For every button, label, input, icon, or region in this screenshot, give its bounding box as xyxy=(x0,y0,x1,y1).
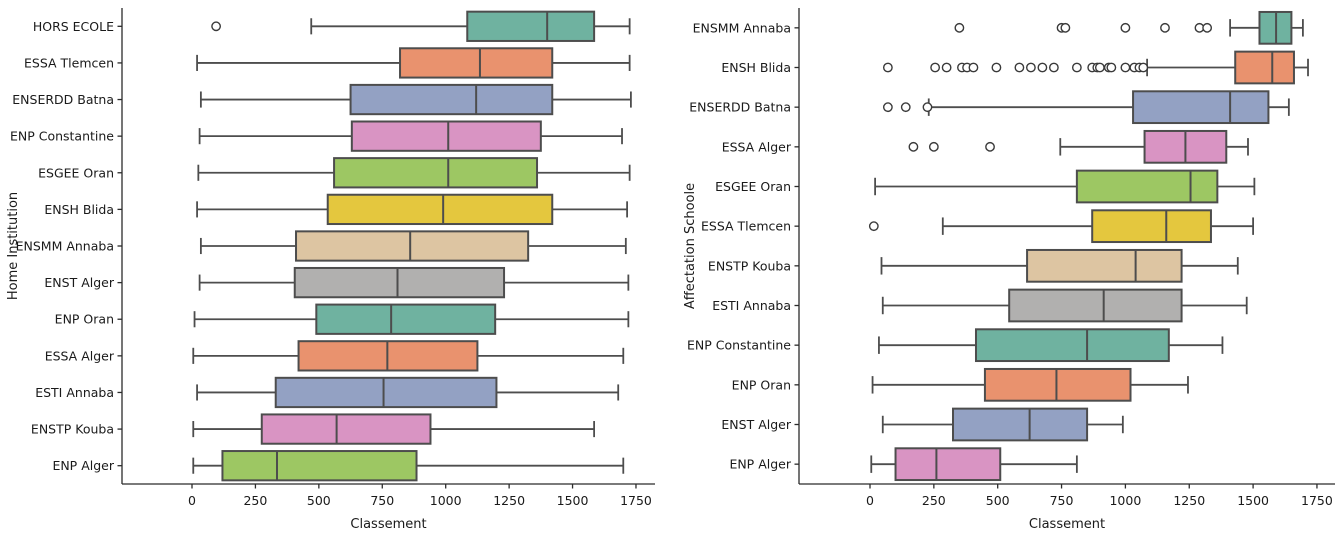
y-tick-label: ESSA Tlemcen xyxy=(24,55,114,70)
y-tick-label: ENP Oran xyxy=(732,377,791,392)
x-tick-label: 500 xyxy=(307,493,331,508)
iqr-box xyxy=(1091,209,1212,244)
y-tick-label: ESTI Annaba xyxy=(35,385,114,400)
outlier-point xyxy=(1037,62,1048,73)
iqr-box xyxy=(350,120,542,152)
y-axis-label: Affectation Schoole xyxy=(683,183,698,309)
iqr-box xyxy=(1008,288,1183,323)
x-tick-label: 250 xyxy=(243,493,267,508)
outlier-point xyxy=(1138,62,1149,73)
x-tick-label: 0 xyxy=(866,493,874,508)
iqr-box xyxy=(260,413,432,445)
y-tick-label: ENSH Blida xyxy=(721,60,791,75)
affectation-schoole-boxplot: 0 250 500 750 1000 1250 1500 1750 Classement Affe… xyxy=(683,8,1335,532)
outlier-point xyxy=(922,102,933,113)
outlier-point xyxy=(882,62,893,73)
affectation-schoole-boxplot-panel: 0 250 500 750 1000 1250 1500 1750 Classement Affe… xyxy=(672,0,1343,539)
outlier-point xyxy=(1120,62,1131,73)
outlier-point xyxy=(1060,22,1071,33)
outlier-point xyxy=(211,21,222,32)
outlier-point xyxy=(985,141,995,152)
y-tick-label: ENP Alger xyxy=(52,458,114,473)
outlier-point xyxy=(968,62,979,73)
outlier-point xyxy=(1094,62,1105,73)
home-institution-boxplot-panel: 0 250 500 750 1000 1250 1500 1750 Classement Home… xyxy=(6,8,655,532)
x-axis-label: Classement xyxy=(1029,517,1105,532)
iqr-box xyxy=(399,47,554,79)
x-tick-label: 250 xyxy=(922,493,946,508)
iqr-box xyxy=(952,407,1089,442)
outlier-point xyxy=(1048,62,1059,73)
outlier-point xyxy=(1026,62,1036,73)
iqr-box xyxy=(1132,90,1270,125)
x-axis-label: Classement xyxy=(350,517,426,532)
outlier-point xyxy=(954,22,965,33)
iqr-box xyxy=(293,266,506,299)
y-tick-label: ENSH Blida xyxy=(44,202,114,217)
y-tick-label: ENP Alger xyxy=(729,457,791,472)
iqr-box xyxy=(274,376,498,409)
outlier-point xyxy=(991,62,1002,73)
x-tick-label: 1750 xyxy=(1301,493,1333,508)
iqr-box xyxy=(1234,50,1295,85)
x-tick-label: 750 xyxy=(1050,493,1074,508)
iqr-box xyxy=(295,230,530,262)
iqr-box xyxy=(983,367,1132,402)
y-tick-label: ENSTP Kouba xyxy=(31,422,114,437)
y-tick-label: ENSERDD Batna xyxy=(689,100,791,115)
home-institution-boxplot: 0 250 500 750 1000 1250 1500 1750 Classement Home… xyxy=(6,8,655,532)
outlier-point xyxy=(1071,62,1082,73)
outlier-point xyxy=(882,102,893,113)
outlier-point xyxy=(1014,62,1025,73)
y-axis-label: Home Institution xyxy=(6,192,21,300)
y-tick-label: ENSTP Kouba xyxy=(708,258,791,273)
y-tick-label: ENSMM Annaba xyxy=(16,239,114,254)
x-tick-label: 0 xyxy=(188,493,196,508)
iqr-box xyxy=(466,10,596,42)
outlier-point xyxy=(1202,22,1213,33)
outlier-point xyxy=(930,62,941,73)
x-tick-label: 1000 xyxy=(1109,493,1141,508)
iqr-box xyxy=(221,450,418,482)
y-tick-label: ENP Oran xyxy=(55,312,114,327)
y-tick-label: ESGEE Oran xyxy=(715,179,791,194)
outlier-point xyxy=(1106,62,1117,73)
y-tick-label: ENST Alger xyxy=(721,417,791,432)
outlier-point xyxy=(1120,22,1131,33)
y-tick-label: ESSA Alger xyxy=(722,139,792,154)
outlier-point xyxy=(868,221,879,232)
y-tick-label: ESTI Annaba xyxy=(712,298,791,313)
x-tick-label: 1750 xyxy=(620,493,652,508)
outlier-point xyxy=(941,62,952,73)
iqr-box xyxy=(1026,248,1183,283)
y-tick-label: ESSA Tlemcen xyxy=(701,219,791,234)
iqr-box xyxy=(349,83,554,116)
x-tick-label: 1000 xyxy=(430,493,462,508)
outlier-point xyxy=(900,102,911,113)
y-tick-label: ENSERDD Batna xyxy=(12,92,114,107)
outlier-point xyxy=(928,141,939,152)
outlier-point xyxy=(1160,22,1170,33)
iqr-box xyxy=(974,328,1170,363)
x-tick-label: 1500 xyxy=(557,493,589,508)
iqr-box xyxy=(326,193,554,226)
outlier-point xyxy=(908,141,919,152)
iqr-box xyxy=(315,303,497,335)
y-tick-label: ENP Constantine xyxy=(10,129,114,144)
x-tick-label: 1250 xyxy=(1173,493,1205,508)
y-tick-label: HORS ECOLE xyxy=(33,19,114,34)
x-tick-label: 750 xyxy=(370,493,394,508)
y-tick-label: ENSMM Annaba xyxy=(693,20,791,35)
y-tick-label: ESSA Alger xyxy=(45,348,115,363)
iqr-box xyxy=(1075,169,1219,204)
iqr-box xyxy=(894,447,1002,482)
x-tick-label: 1250 xyxy=(493,493,525,508)
y-tick-label: ESGEE Oran xyxy=(38,165,114,180)
y-tick-label: ENST Alger xyxy=(44,275,114,290)
x-tick-label: 1500 xyxy=(1237,493,1269,508)
y-tick-label: ENP Constantine xyxy=(687,338,791,353)
x-tick-label: 500 xyxy=(986,493,1010,508)
iqr-box xyxy=(333,157,539,189)
